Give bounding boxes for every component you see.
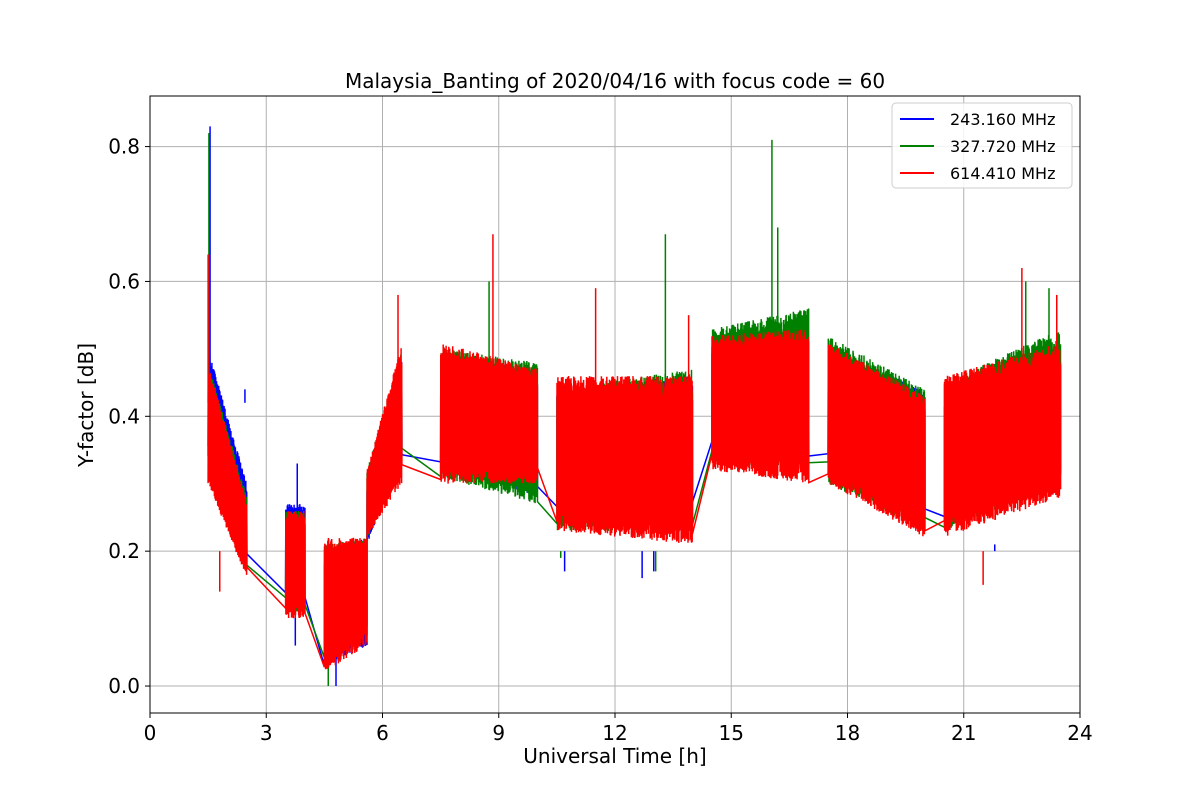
x-tick-label: 18: [835, 721, 860, 745]
legend-label: 243.160 MHz: [950, 110, 1055, 129]
x-axis-label: Universal Time [h]: [523, 744, 706, 768]
y-tick-label: 0.4: [108, 404, 140, 428]
axis-ticks: 0 3 6 9 12 15 18 21 24 0.0 0.2 0.4 0.6 0.8: [108, 135, 1093, 745]
x-tick-label: 21: [951, 721, 976, 745]
y-tick-label: 0.6: [108, 269, 140, 293]
y-axis-label: Y-factor [dB]: [74, 343, 98, 468]
series-line-2: [207, 329, 1062, 670]
legend-frame: [891, 102, 1073, 189]
x-tick-label: 15: [719, 721, 744, 745]
x-tick-label: 12: [602, 721, 627, 745]
legend: 243.160 MHz 327.720 MHz 614.410 MHz: [891, 102, 1073, 189]
legend-label: 327.720 MHz: [950, 137, 1055, 156]
y-tick-label: 0.0: [108, 674, 140, 698]
x-tick-label: 9: [492, 721, 505, 745]
y-tick-label: 0.8: [108, 135, 140, 159]
x-tick-label: 0: [144, 721, 157, 745]
x-tick-label: 6: [376, 721, 389, 745]
legend-label: 614.410 MHz: [950, 164, 1055, 183]
plot-area: [207, 126, 1062, 687]
x-tick-label: 24: [1067, 721, 1092, 745]
chart-title: Malaysia_Banting of 2020/04/16 with focu…: [345, 69, 885, 93]
y-tick-label: 0.2: [108, 539, 140, 563]
x-tick-label: 3: [260, 721, 273, 745]
